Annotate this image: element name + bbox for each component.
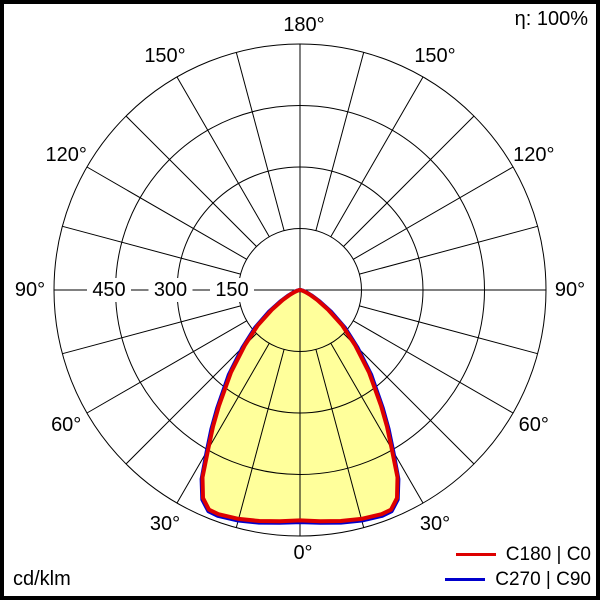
c90-line-swatch bbox=[445, 578, 486, 581]
grid-spoke-285 bbox=[62, 305, 241, 355]
grid-spoke-60 bbox=[353, 320, 514, 414]
grid-spoke-135 bbox=[343, 115, 475, 247]
grid-spoke-255 bbox=[62, 225, 241, 275]
grid-spoke-195 bbox=[235, 52, 285, 231]
grid-spoke-210 bbox=[176, 76, 270, 237]
efficiency-label: η: 100% bbox=[514, 8, 588, 30]
grid-spoke-105 bbox=[359, 225, 538, 275]
legend: C180 | C0 C270 | C90 bbox=[445, 542, 591, 592]
grid-spoke-165 bbox=[315, 52, 365, 231]
curve-c180-c0 bbox=[200, 288, 400, 524]
angle-label-90-right: 90° bbox=[555, 279, 585, 301]
radial-label-bg-150 bbox=[210, 278, 254, 302]
grid-spoke-150 bbox=[330, 76, 424, 237]
angle-label-150-left: 150° bbox=[144, 45, 185, 67]
grid-spoke-225 bbox=[125, 115, 257, 247]
grid-spoke-75 bbox=[359, 305, 538, 355]
angle-label-120-right: 120° bbox=[513, 144, 554, 166]
unit-label: cd/klm bbox=[13, 568, 71, 590]
angle-label-150-right: 150° bbox=[414, 45, 455, 67]
grid-spoke-315 bbox=[125, 333, 257, 465]
grid-spoke-45 bbox=[343, 333, 475, 465]
angle-label-120-left: 120° bbox=[46, 144, 87, 166]
angle-label-60-left: 60° bbox=[51, 414, 81, 436]
angle-label-30-left: 30° bbox=[150, 513, 180, 535]
radial-label-300: 300 bbox=[154, 279, 187, 301]
grid-spoke-300 bbox=[86, 320, 247, 414]
radial-label-450: 450 bbox=[92, 279, 125, 301]
radial-label-bg-450 bbox=[87, 278, 131, 302]
angle-label-0: 0° bbox=[293, 542, 312, 564]
angle-label-180: 180° bbox=[283, 14, 324, 36]
angle-label-30-right: 30° bbox=[420, 513, 450, 535]
legend-label-c90: C270 | C90 bbox=[495, 568, 591, 590]
grid-spoke-345 bbox=[235, 349, 285, 528]
legend-label-c0: C180 | C0 bbox=[505, 543, 591, 565]
legend-item-c90: C270 | C90 bbox=[445, 567, 591, 592]
grid-spoke-120 bbox=[353, 166, 514, 260]
angle-label-60-right: 60° bbox=[519, 414, 549, 436]
grid-spoke-15 bbox=[315, 349, 365, 528]
radial-label-bg-300 bbox=[148, 278, 193, 302]
grid-spoke-240 bbox=[86, 166, 247, 260]
grid-spoke-30 bbox=[330, 343, 424, 504]
legend-item-c0: C180 | C0 bbox=[445, 542, 591, 567]
radial-label-150: 150 bbox=[215, 279, 248, 301]
c0-line-swatch bbox=[455, 553, 496, 556]
grid-spoke-330 bbox=[176, 343, 270, 504]
angle-label-90-left: 90° bbox=[15, 279, 45, 301]
